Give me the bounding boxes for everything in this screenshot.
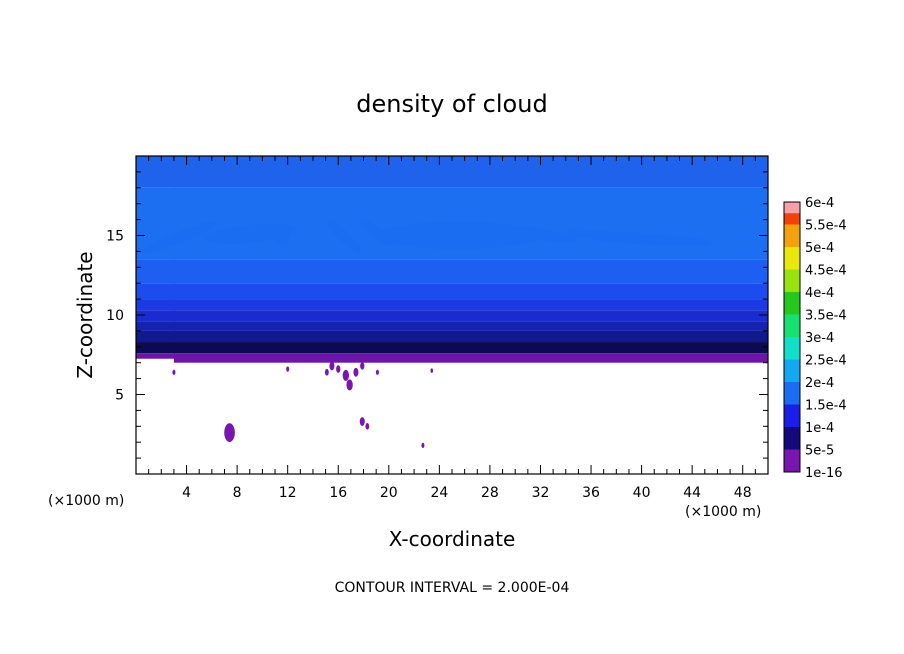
plot-area — [136, 156, 768, 474]
x-tick-label-12: 12 — [279, 485, 297, 501]
cloud-speck-7 — [346, 379, 353, 391]
contour-band-left-6 — [136, 259, 175, 284]
contour-bands — [136, 156, 768, 363]
contour-band-left-fringe — [136, 353, 175, 359]
x-tick-label-44: 44 — [683, 485, 701, 501]
contour-band-left-2 — [136, 321, 175, 331]
colorbar-label-5: 2.5e-4 — [805, 354, 847, 369]
x-tick-label-48: 48 — [734, 485, 752, 501]
cloud-speck-2 — [286, 366, 290, 372]
contour-band-left-4 — [136, 299, 175, 311]
x-tick-label-28: 28 — [481, 485, 499, 501]
cloud-speck-6 — [342, 369, 349, 381]
x-tick-label-8: 8 — [233, 485, 242, 501]
colorbar-label-3: 1.5e-4 — [805, 399, 847, 414]
colorbar-swatch-2 — [784, 404, 800, 427]
colorbar-swatch-7 — [784, 292, 800, 315]
colorbar-swatch-3 — [784, 382, 800, 405]
light-patch-6 — [513, 225, 568, 242]
colorbar-label-7: 3.5e-4 — [805, 309, 847, 324]
colorbar-label-2: 1e-4 — [805, 421, 834, 436]
contour-band-6 — [173, 283, 768, 300]
colorbar-label-4: 2e-4 — [805, 376, 834, 391]
cloud-speck-4 — [329, 361, 335, 371]
light-patch-1 — [204, 223, 296, 244]
cloud-speck-5 — [336, 365, 341, 373]
x-tick-label-20: 20 — [380, 485, 398, 501]
colorbar-swatch-1 — [784, 427, 800, 450]
light-patch-3 — [327, 220, 362, 254]
x-tick-label-32: 32 — [532, 485, 550, 501]
contour-interval-note: CONTOUR INTERVAL = 2.000E-04 — [335, 580, 570, 596]
contour-band-left-5 — [136, 283, 175, 300]
cloud-speck-14 — [430, 368, 434, 373]
colorbar-swatch-0 — [784, 449, 800, 472]
contour-band-left-0 — [136, 342, 175, 354]
z-axis-unit: (×1000 m) — [48, 493, 124, 509]
light-patch-0 — [142, 221, 218, 254]
light-patch-2 — [276, 227, 289, 247]
cloud-speck-3 — [324, 368, 329, 376]
x-tick-label-24: 24 — [430, 485, 448, 501]
chart-title: density of cloud — [356, 90, 547, 118]
colorbar-label-12: 6e-4 — [805, 196, 834, 211]
colorbar-swatch-10 — [784, 224, 800, 247]
light-patch-7 — [565, 228, 580, 243]
cloud-speck-1 — [172, 369, 176, 375]
x-tick-label-16: 16 — [329, 485, 347, 501]
colorbar: 1e-16 5e-5 1e-4 1.5e-4 2e-4 2.5e-4 3e-4 3.5e-4 4… — [783, 196, 847, 481]
contour-band-7 — [173, 259, 768, 284]
colorbar-label-9: 4.5e-4 — [805, 264, 847, 279]
contour-band-left-8 — [136, 156, 175, 188]
cloud-speck-12 — [365, 422, 370, 430]
cloud-speck-13 — [421, 442, 425, 449]
cloud-speck-9 — [360, 362, 365, 370]
contour-band-left-1 — [136, 330, 175, 343]
y-axis-ticks: 5 10 15 — [106, 171, 768, 459]
colorbar-swatch-4 — [784, 359, 800, 382]
cloud-speck-10 — [375, 369, 379, 375]
x-tick-label-36: 36 — [582, 485, 600, 501]
contour-band-0 — [173, 353, 768, 363]
contour-band-2 — [173, 330, 768, 343]
colorbar-label-6: 3e-4 — [805, 331, 834, 346]
colorbar-label-11: 5.5e-4 — [805, 219, 847, 234]
colorbar-swatch-8 — [784, 269, 800, 292]
colorbar-label-8: 4e-4 — [805, 286, 834, 301]
colorbar-swatch-6 — [784, 314, 800, 337]
light-patch-5 — [376, 221, 541, 250]
colorbar-frame — [783, 201, 801, 473]
y-tick-label-10: 10 — [106, 308, 124, 324]
x-axis-label: X-coordinate — [389, 527, 516, 551]
colorbar-label-1: 5e-5 — [805, 444, 834, 459]
cloud-speck-0 — [224, 423, 235, 443]
cloud-speck-11 — [359, 417, 365, 426]
x-tick-label-4: 4 — [182, 485, 191, 501]
contour-band-4 — [173, 310, 768, 322]
x-tick-label-40: 40 — [633, 485, 651, 501]
colorbar-swatch-12 — [784, 202, 800, 214]
x-axis-ticks: 4 8 12 16 20 24 28 32 36 40 44 48 — [148, 156, 756, 501]
cloud-specks — [172, 361, 434, 449]
contour-band-left-3 — [136, 310, 175, 322]
contour-band-1 — [173, 342, 768, 354]
contour-band-3 — [173, 321, 768, 331]
y-tick-label-15: 15 — [106, 229, 124, 245]
x-axis-unit: (×1000 m) — [685, 504, 761, 520]
contour-band-5 — [173, 299, 768, 311]
y-tick-label-5: 5 — [115, 388, 124, 404]
colorbar-swatch-9 — [784, 247, 800, 270]
colorbar-label-10: 5e-4 — [805, 241, 834, 256]
light-patch-8 — [569, 231, 714, 247]
cloud-speck-8 — [353, 367, 359, 377]
y-axis-label: Z-coordinate — [73, 251, 97, 378]
colorbar-swatch-5 — [784, 337, 800, 360]
contour-patches — [142, 218, 714, 254]
colorbar-label-0: 1e-16 — [805, 466, 843, 481]
contour-band-9 — [173, 156, 768, 188]
